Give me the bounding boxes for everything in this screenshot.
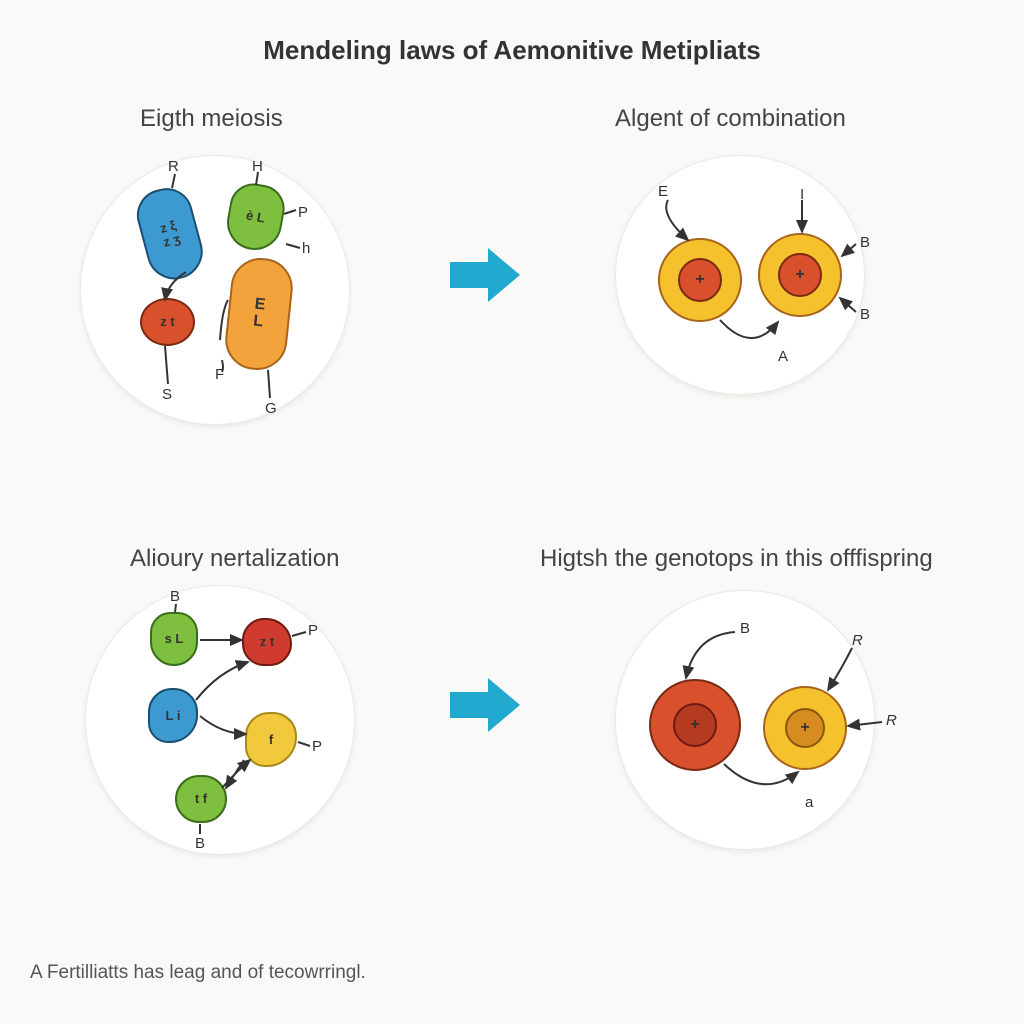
p2-marker-I: I <box>800 186 804 203</box>
footer-caption: A Fertilliatts has leag and of tecowrrin… <box>30 962 366 984</box>
p3-red-top: z t <box>242 618 292 666</box>
orange-capsule-label: E L <box>252 297 266 332</box>
p4-red-cell: + <box>649 679 741 771</box>
p1-marker-F: F <box>215 366 224 383</box>
panel4-label: Higtsh the genotops in this offfispring <box>540 545 933 573</box>
p3-yellow-mid-label: f <box>269 733 273 747</box>
orange-small-label: z t <box>160 315 174 329</box>
egg-left-inner: + <box>678 258 722 302</box>
p2-connectors <box>0 0 1024 1024</box>
p3-green-bottom-label: t f <box>195 792 207 806</box>
egg-right: + <box>758 233 842 317</box>
page-title: Mendeling laws of Aemonitive Metipliats <box>0 35 1024 66</box>
p3-blue-mid-label: L i <box>166 709 181 723</box>
p1-marker-G: G <box>265 400 277 417</box>
blue-chromosome-label: z ξ z ʒ <box>158 219 181 250</box>
p2-marker-E: E <box>658 183 668 200</box>
orange-small-cell: z t <box>140 298 195 346</box>
p3-green-top: s L <box>150 612 198 666</box>
p2-marker-B1: B <box>860 234 870 251</box>
p4-marker-R1: R <box>852 632 863 649</box>
egg-left: + <box>658 238 742 322</box>
egg-right-inner: + <box>778 253 822 297</box>
p4-yellow-cell: + <box>763 686 847 770</box>
p3-red-top-label: z t <box>260 635 274 649</box>
p3-marker-P1: P <box>308 622 318 639</box>
p2-marker-A: A <box>778 348 788 365</box>
p4-marker-a: a <box>805 794 813 811</box>
p1-marker-R: R <box>168 158 179 175</box>
p4-yellow-cell-inner: + <box>785 708 825 748</box>
p4-marker-R2: R <box>886 712 897 729</box>
panel2-label: Algent of combination <box>615 105 846 133</box>
panel1-label: Eigth meiosis <box>140 105 283 133</box>
p1-marker-K: h <box>302 240 310 257</box>
p3-marker-P2: P <box>312 738 322 755</box>
p1-connectors <box>0 0 1024 1024</box>
p3-green-top-label: s L <box>165 632 184 646</box>
p4-red-cell-inner: + <box>673 703 717 747</box>
p4-marker-B: B <box>740 620 750 637</box>
p3-green-bottom: t f <box>175 775 227 823</box>
arrow-icon-row2 <box>450 675 522 735</box>
p3-marker-B-top: B <box>170 588 180 605</box>
p3-marker-B-bot: B <box>195 835 205 852</box>
p1-marker-P: P <box>298 204 308 221</box>
arrow-icon-row1 <box>450 245 522 305</box>
p1-marker-H: H <box>252 158 263 175</box>
p4-connectors <box>0 0 1024 1024</box>
green-cell-label: è L <box>245 209 266 226</box>
panel3-label: Alioury nertalization <box>130 545 339 573</box>
p1-marker-S: S <box>162 386 172 403</box>
p3-connectors <box>0 0 1024 1024</box>
panel1-circle <box>80 155 350 425</box>
p2-marker-B2: B <box>860 306 870 323</box>
